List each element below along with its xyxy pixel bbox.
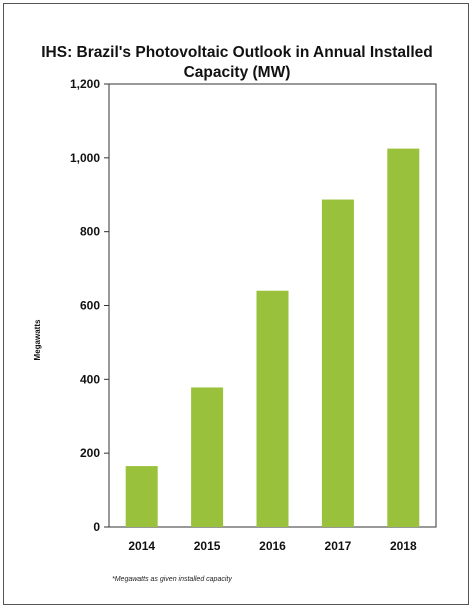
- x-tick-label: 2017: [325, 539, 352, 553]
- y-axis-ticks: 0 200 400 600 800 1,000 1,200: [70, 77, 109, 534]
- y-tick-label: 200: [80, 446, 100, 460]
- chart-title: IHS: Brazil's Photovoltaic Outlook in An…: [0, 43, 474, 83]
- x-tick-label: 2014: [128, 539, 155, 553]
- chart-title-line2: Capacity (MW): [183, 64, 291, 81]
- y-tick-label: 800: [80, 225, 100, 239]
- y-tick-label: 1,000: [70, 151, 100, 165]
- bar-2018: [387, 148, 420, 527]
- bar-2016: [256, 290, 289, 527]
- y-tick-label: 400: [80, 372, 100, 386]
- y-tick-label: 1,200: [70, 77, 100, 91]
- x-tick-label: 2018: [390, 539, 417, 553]
- x-tick-label: 2016: [259, 539, 286, 553]
- y-tick-label: 0: [93, 520, 100, 534]
- footnote: *Megawatts as given installed capacity: [112, 576, 232, 583]
- y-tick-label: 600: [80, 299, 100, 313]
- bars: [125, 148, 420, 527]
- bar-2014: [125, 466, 158, 527]
- x-tick-label: 2015: [194, 539, 221, 553]
- bar-2017: [321, 199, 354, 527]
- x-axis-ticks: 2014 2015 2016 2017 2018: [128, 539, 417, 553]
- bar-2015: [191, 387, 224, 527]
- y-axis-label: Megawatts: [33, 319, 42, 360]
- chart-title-line1: IHS: Brazil's Photovoltaic Outlook in An…: [41, 44, 433, 61]
